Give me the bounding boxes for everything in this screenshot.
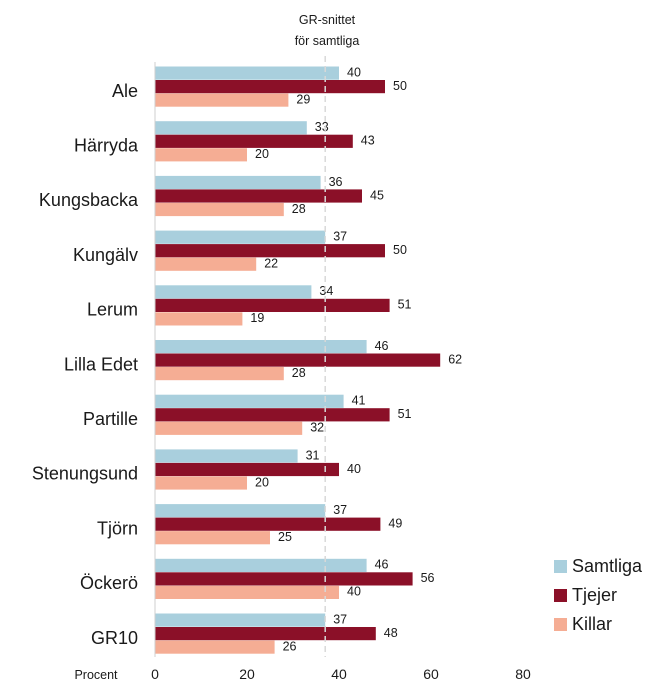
value-label-tjejer-tjorn: 49 [388, 516, 402, 530]
value-label-tjejer-ale: 50 [393, 79, 407, 93]
x-axis-title: Procent [74, 668, 118, 682]
category-label-ale: Ale [112, 81, 138, 101]
value-label-tjejer-partille: 51 [398, 407, 412, 421]
bar-killar-lerum [155, 312, 243, 326]
value-label-tjejer-kungsbacka: 45 [370, 188, 384, 202]
value-label-samtliga-gr10: 37 [333, 612, 347, 626]
value-label-killar-gr10: 26 [283, 639, 297, 653]
value-label-tjejer-gr10: 48 [384, 626, 398, 640]
value-label-samtliga-kungsbacka: 36 [329, 175, 343, 189]
value-label-killar-ockero: 40 [347, 585, 361, 599]
value-label-samtliga-stenungsund: 31 [306, 448, 320, 462]
category-label-partille: Partille [83, 409, 138, 429]
x-tick-label-60: 60 [423, 666, 439, 682]
value-label-samtliga-harryda: 33 [315, 120, 329, 134]
value-label-samtliga-kungalv: 37 [333, 229, 347, 243]
legend-swatch-killar [554, 618, 567, 631]
value-label-samtliga-lilla-edet: 46 [375, 339, 389, 353]
reference-line-label-line2: för samtliga [295, 34, 360, 48]
value-label-tjejer-harryda: 43 [361, 134, 375, 148]
category-label-gr10: GR10 [91, 628, 138, 648]
legend-label-tjejer: Tjejer [572, 585, 617, 605]
value-label-tjejer-lilla-edet: 62 [448, 352, 462, 366]
bar-tjejer-kungalv [155, 244, 385, 258]
bar-killar-harryda [155, 148, 247, 162]
x-tick-label-0: 0 [151, 666, 159, 682]
bar-samtliga-partille [155, 394, 344, 408]
bar-samtliga-ale [155, 66, 339, 80]
bar-samtliga-gr10 [155, 613, 326, 627]
bar-tjejer-lilla-edet [155, 353, 441, 367]
value-label-samtliga-partille: 41 [352, 394, 366, 408]
bar-samtliga-ockero [155, 558, 367, 572]
x-axis: Procent 0 20 40 60 80 [74, 62, 531, 682]
bar-samtliga-tjorn [155, 504, 326, 518]
x-tick-label-40: 40 [331, 666, 347, 682]
bar-killar-lilla-edet [155, 367, 284, 381]
bar-tjejer-kungsbacka [155, 189, 362, 203]
bar-tjejer-gr10 [155, 627, 376, 641]
legend-swatch-tjejer [554, 589, 567, 602]
value-label-samtliga-lerum: 34 [319, 284, 333, 298]
bar-tjejer-ockero [155, 572, 413, 586]
value-label-killar-tjorn: 25 [278, 530, 292, 544]
bar-tjejer-partille [155, 408, 390, 422]
value-label-killar-ale: 29 [296, 92, 310, 106]
value-label-killar-partille: 32 [310, 421, 324, 435]
value-label-killar-stenungsund: 20 [255, 475, 269, 489]
bar-samtliga-stenungsund [155, 449, 298, 463]
value-label-killar-lilla-edet: 28 [292, 366, 306, 380]
value-label-killar-kungsbacka: 28 [292, 202, 306, 216]
legend-label-killar: Killar [572, 614, 612, 634]
bar-killar-ale [155, 93, 289, 107]
bar-samtliga-lerum [155, 285, 312, 299]
bar-tjejer-lerum [155, 298, 390, 312]
bar-killar-tjorn [155, 531, 270, 545]
value-label-killar-lerum: 19 [250, 311, 264, 325]
value-label-killar-harryda: 20 [255, 147, 269, 161]
value-label-tjejer-stenungsund: 40 [347, 462, 361, 476]
bar-killar-gr10 [155, 640, 275, 654]
value-label-tjejer-kungalv: 50 [393, 243, 407, 257]
category-label-harryda: Härryda [74, 135, 139, 155]
bar-killar-kungalv [155, 257, 257, 271]
bar-tjejer-ale [155, 80, 385, 94]
bar-tjejer-harryda [155, 134, 353, 148]
category-label-ockero: Öckerö [80, 573, 138, 593]
bar-tjejer-tjorn [155, 517, 381, 531]
value-label-samtliga-ale: 40 [347, 65, 361, 79]
legend-swatch-samtliga [554, 560, 567, 573]
category-label-kungsbacka: Kungsbacka [39, 190, 139, 210]
bars-group: Ale 40 50 29 Härryda 33 43 20 Kungsbacka 36 45 28 Ku… [32, 65, 462, 654]
bar-samtliga-kungsbacka [155, 175, 321, 190]
legend: Samtliga Tjejer Killar [554, 556, 643, 634]
bar-killar-ockero [155, 585, 339, 599]
reference-line-label-line1: GR-snittet [299, 13, 356, 27]
bar-samtliga-harryda [155, 121, 307, 135]
bar-killar-partille [155, 421, 303, 435]
bar-killar-kungsbacka [155, 202, 284, 217]
value-label-samtliga-tjorn: 37 [333, 503, 347, 517]
value-label-samtliga-ockero: 46 [375, 558, 389, 572]
x-tick-label-20: 20 [239, 666, 255, 682]
category-label-lerum: Lerum [87, 300, 138, 320]
x-tick-label-80: 80 [515, 666, 531, 682]
category-label-kungalv: Kungälv [73, 245, 138, 265]
category-label-tjorn: Tjörn [97, 518, 138, 538]
bar-killar-stenungsund [155, 476, 247, 490]
value-label-tjejer-lerum: 51 [398, 298, 412, 312]
category-label-lilla-edet: Lilla Edet [64, 354, 138, 374]
category-label-stenungsund: Stenungsund [32, 464, 138, 484]
legend-label-samtliga: Samtliga [572, 556, 643, 576]
value-label-killar-kungalv: 22 [264, 256, 278, 270]
bar-samtliga-lilla-edet [155, 340, 367, 354]
value-label-tjejer-ockero: 56 [421, 571, 435, 585]
bar-tjejer-stenungsund [155, 462, 339, 477]
reference-line-title: GR-snittet för samtliga [295, 13, 360, 48]
bar-samtliga-kungalv [155, 230, 326, 244]
